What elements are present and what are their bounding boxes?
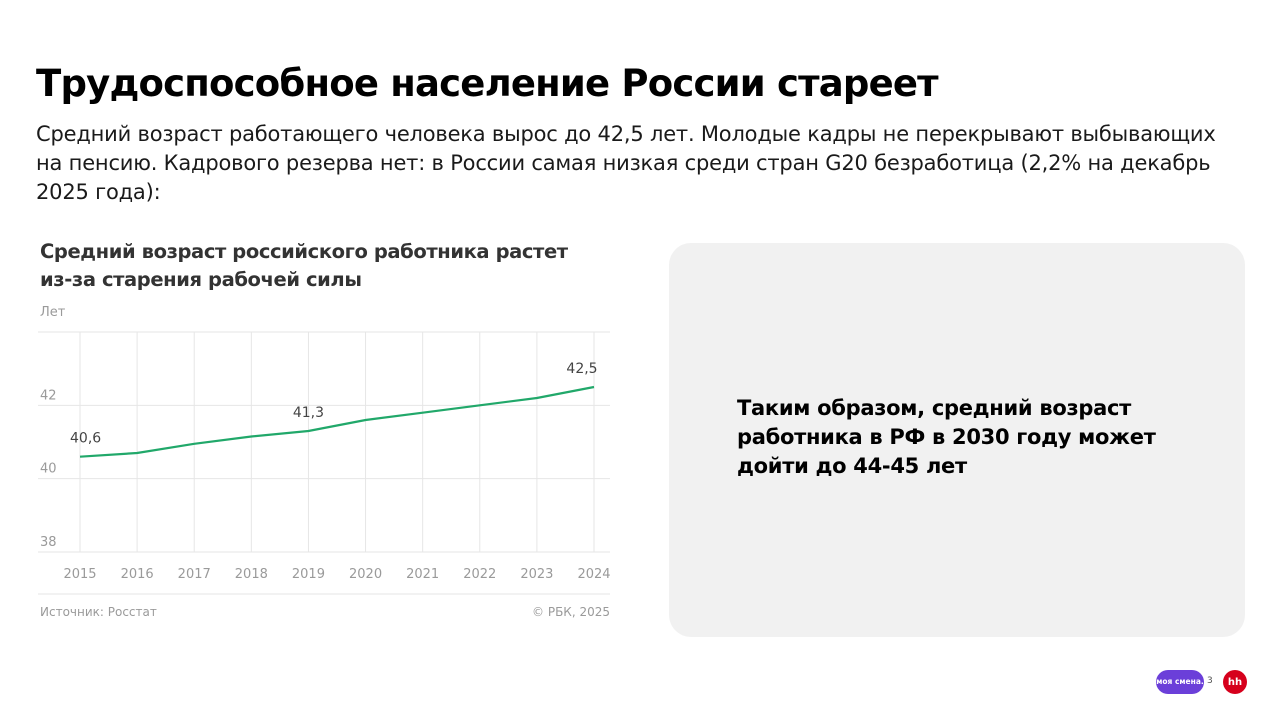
x-tick-label: 2016 — [121, 567, 154, 582]
data-label-2019: 41,3 — [293, 405, 324, 421]
x-tick-label: 2020 — [349, 567, 382, 582]
x-tick-label: 2021 — [406, 567, 439, 582]
hh-logo-text: hh — [1227, 676, 1243, 688]
conclusion-card: Таким образом, средний возраст работника… — [669, 243, 1245, 637]
y-tick-label: 38 — [40, 535, 57, 550]
chart-card: Лет 38 40 42 2015 2016 2017 2018 2019 2020 2021 202… — [38, 232, 618, 632]
data-label-2015: 40,6 — [70, 431, 101, 447]
age-line-chart: Лет 38 40 42 2015 2016 2017 2018 2019 2020 2021 202… — [38, 305, 611, 619]
moya-smena-logo-text: моя смена. — [1156, 677, 1204, 687]
chart-copyright: © РБК, 2025 — [532, 605, 610, 619]
x-tick-label: 2023 — [520, 567, 553, 582]
y-axis-label: Лет — [40, 305, 66, 320]
x-tick-label: 2015 — [63, 567, 96, 582]
x-tick-label: 2024 — [577, 567, 610, 582]
series-line — [79, 385, 595, 458]
data-label-2024: 42,5 — [566, 361, 597, 377]
x-tick-label: 2017 — [178, 567, 211, 582]
y-tick-label: 42 — [40, 388, 57, 403]
page-number: 3 — [1207, 676, 1213, 686]
y-tick-label: 40 — [40, 462, 57, 477]
x-tick-label: 2019 — [292, 567, 325, 582]
slide-subtitle: Средний возраст работающего человека выр… — [36, 122, 1216, 204]
hh-logo: hh — [1223, 670, 1247, 694]
conclusion-text: Таким образом, средний возраст работника… — [737, 396, 1156, 478]
x-tick-label: 2022 — [463, 567, 496, 582]
chart-title: Средний возраст российского работника ра… — [40, 240, 568, 291]
x-tick-label: 2018 — [235, 567, 268, 582]
chart-source: Источник: Росстат — [40, 605, 157, 619]
slide-title: Трудоспособное население России стареет — [36, 62, 939, 105]
moya-smena-logo: моя смена. — [1156, 670, 1204, 694]
